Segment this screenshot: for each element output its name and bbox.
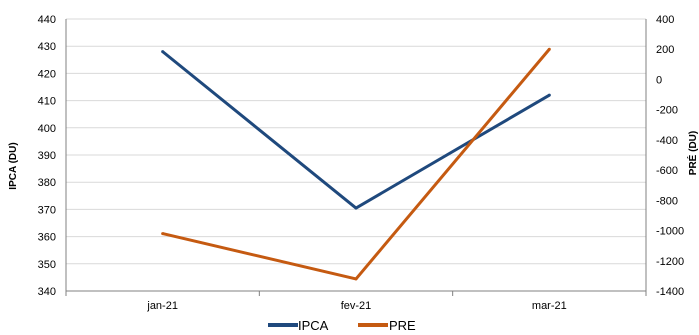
series-line-ipca: [161, 50, 551, 210]
x-tick-label: mar-21: [532, 300, 567, 312]
left-tick-label: 340: [38, 286, 56, 298]
data-point-pre: [547, 47, 551, 51]
right-tick-label: 200: [656, 44, 674, 56]
right-tick-label: -600: [656, 165, 678, 177]
right-axis-ticks: -1400 -1200 -1000 -800 -600 -400 -200 0 200 400: [656, 14, 684, 298]
data-point-ipca: [161, 50, 165, 54]
data-point-pre: [354, 277, 358, 281]
gridlines: [66, 18, 646, 265]
left-tick-label: 430: [38, 41, 56, 53]
right-tick-label: -1000: [656, 226, 684, 238]
left-tick-label: 420: [38, 68, 56, 80]
series-line-pre: [162, 48, 551, 281]
right-tick-label: 400: [656, 14, 674, 26]
left-tick-label: 390: [38, 150, 56, 162]
left-tick-label: 400: [38, 123, 56, 135]
left-axis-ticks: 340 350 360 370 380 390 400 410 420 430 440: [38, 14, 56, 298]
right-tick-label: -800: [656, 195, 678, 207]
left-tick-label: 370: [38, 204, 56, 216]
left-tick-label: 440: [38, 14, 56, 26]
left-tick-label: 410: [38, 96, 56, 108]
left-tick-label: 350: [38, 259, 56, 271]
right-tick-label: -400: [656, 135, 678, 147]
data-point-ipca: [354, 206, 358, 210]
right-axis-title: PRÉ (DU): [686, 131, 699, 175]
legend-label-pre: PRE: [389, 318, 416, 333]
x-tick-label: fev-21: [341, 300, 372, 312]
data-point-ipca: [547, 93, 551, 97]
left-axis-title: IPCA (DU): [8, 142, 19, 189]
legend: IPCA PRE: [268, 318, 416, 333]
x-tick-label: jan-21: [146, 300, 178, 312]
right-tick-label: 0: [656, 74, 662, 86]
axes: [65, 19, 647, 296]
left-tick-label: 360: [38, 232, 56, 244]
right-tick-label: -1200: [656, 256, 684, 268]
x-axis-ticks: jan-21 fev-21 mar-21: [146, 300, 566, 312]
right-tick-label: -200: [656, 105, 678, 117]
legend-label-ipca: IPCA: [298, 318, 329, 333]
data-point-pre: [161, 232, 165, 236]
left-tick-label: 380: [38, 177, 56, 189]
right-tick-label: -1400: [656, 286, 684, 298]
series-lines: [161, 47, 551, 281]
